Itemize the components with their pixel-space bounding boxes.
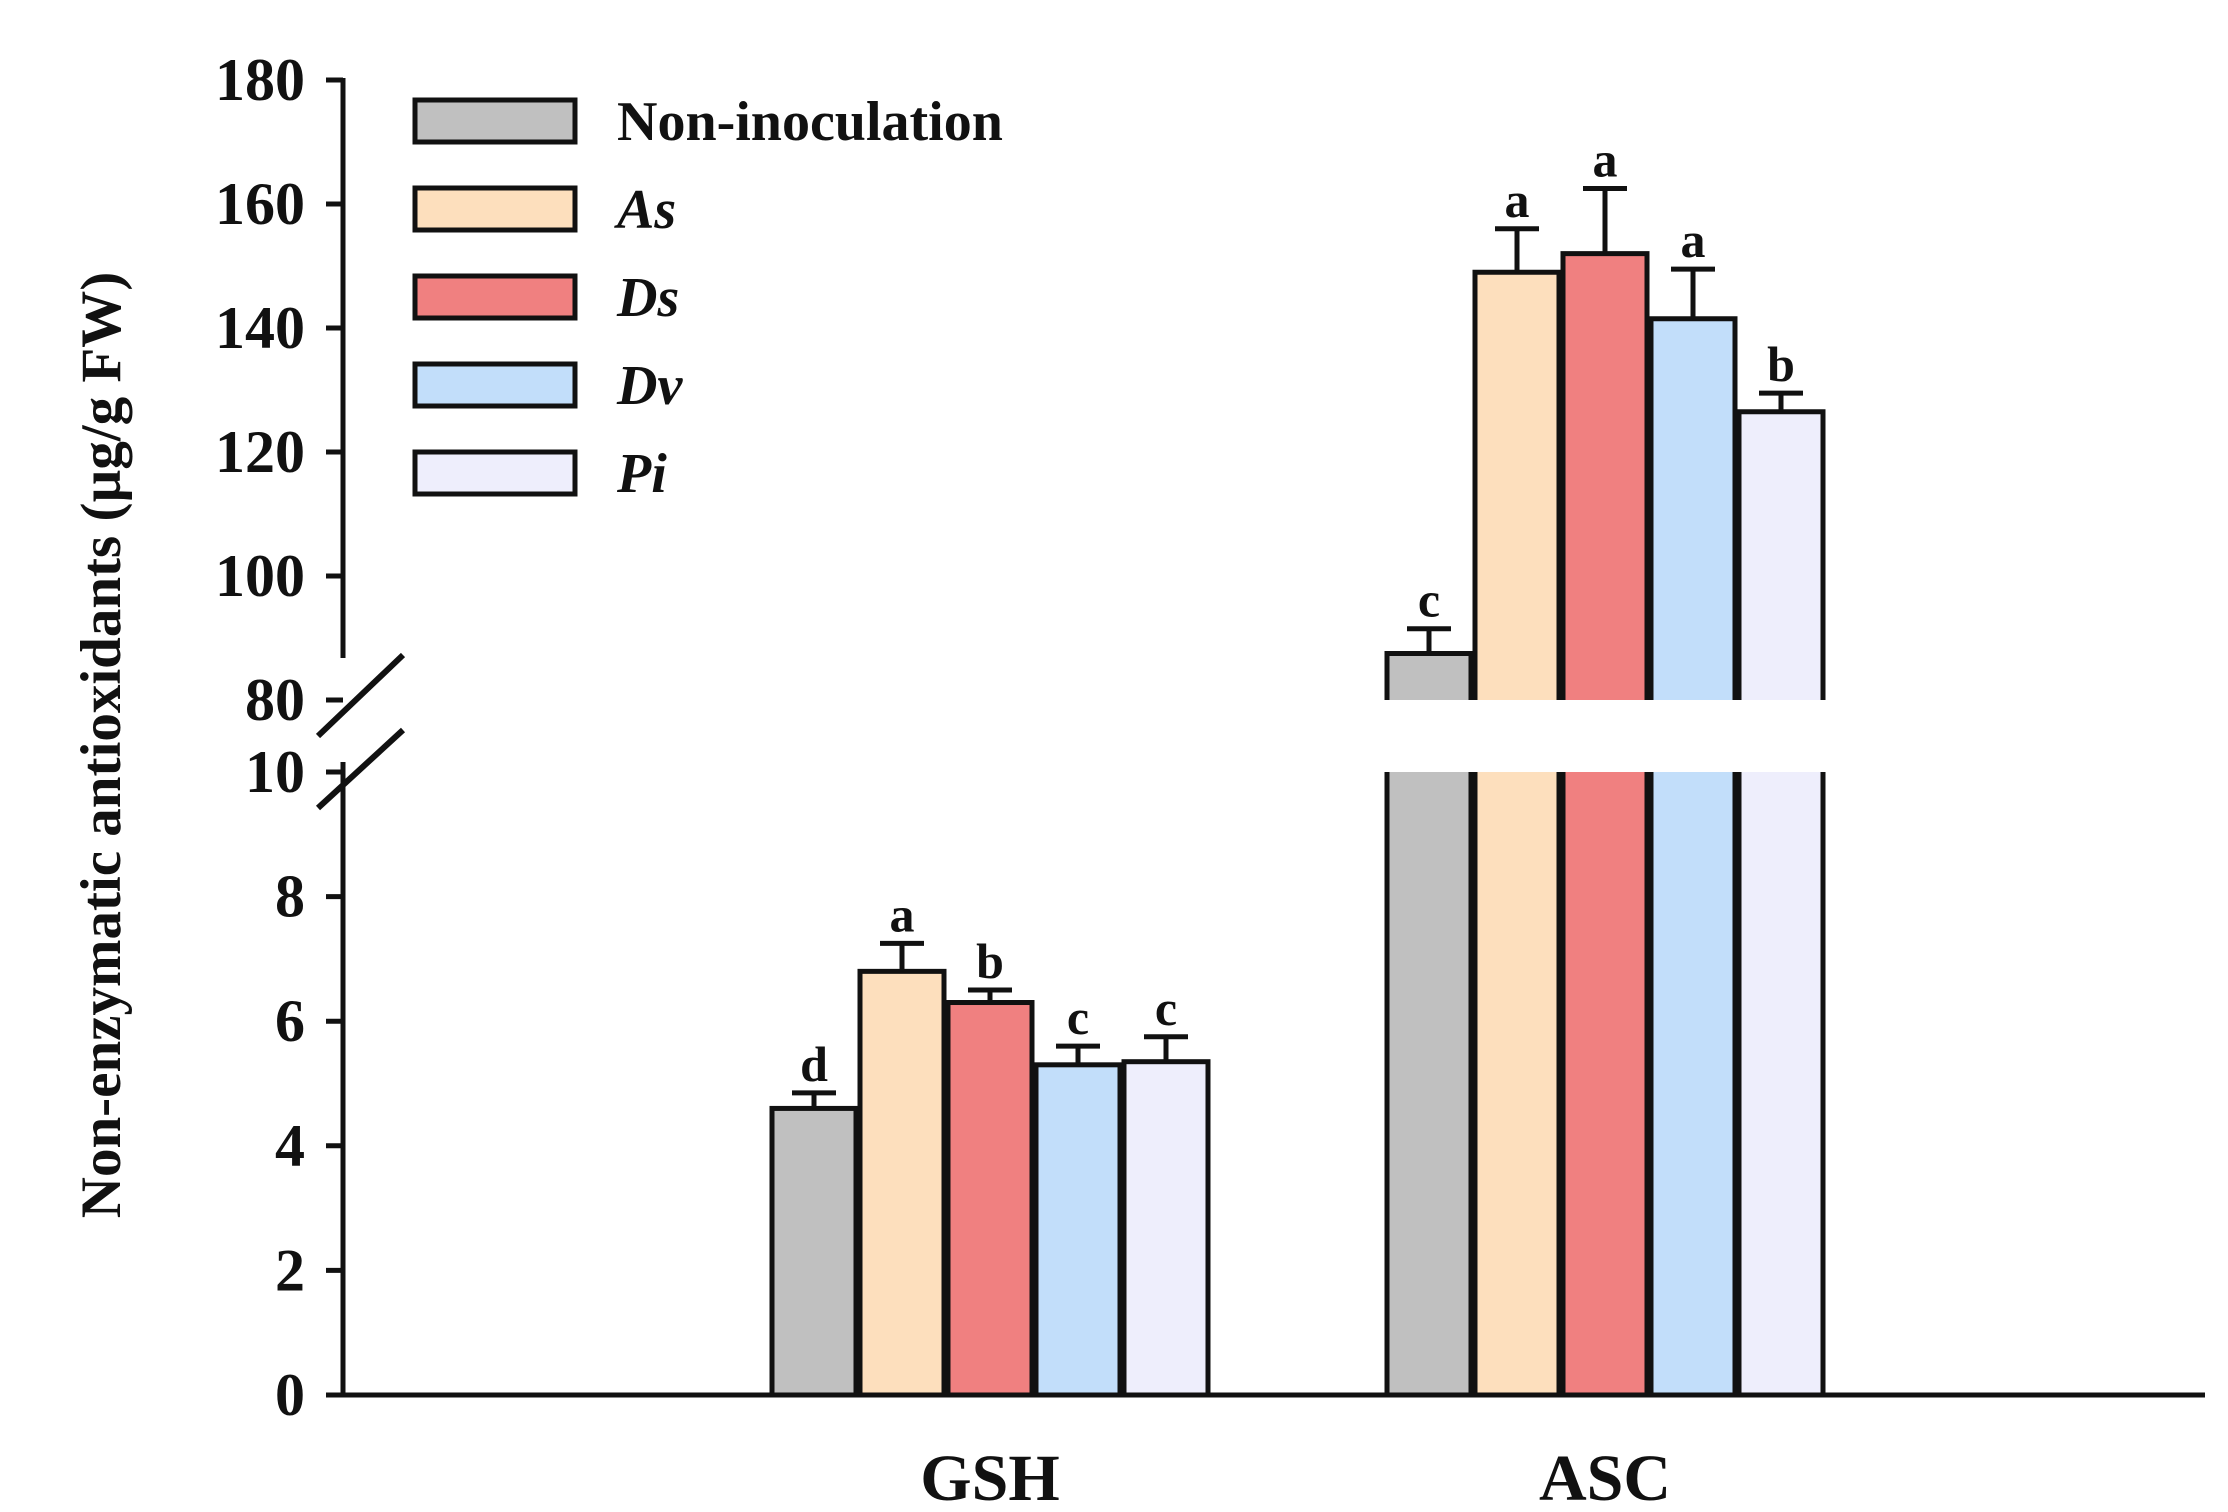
bar-upper-fill [1565, 253, 1645, 700]
legend-swatch [412, 449, 578, 497]
y-tick-label: 2 [275, 1237, 305, 1303]
y-tick-label: 140 [215, 295, 305, 361]
significance-letter: c [1067, 989, 1089, 1045]
bars: GSH d a b c c ASC c a a a b [769, 132, 1826, 1512]
y-tick-label: 80 [245, 667, 305, 733]
y-tick-label: 180 [215, 47, 305, 113]
legend-swatch [412, 185, 578, 233]
significance-letter: b [976, 933, 1004, 989]
bar-lower-fill [1741, 772, 1821, 1393]
axis-break-mark-upper [315, 652, 406, 739]
legend-label: Ds [616, 267, 679, 329]
bar-lower-fill [1477, 772, 1557, 1393]
significance-letter: a [1593, 132, 1618, 188]
bar-lower-fill [1653, 772, 1733, 1393]
bar-lower-edge [1648, 772, 1738, 1395]
y-tick-label: 160 [215, 171, 305, 237]
bar-lower-edge [1472, 772, 1562, 1395]
significance-letter: c [1155, 980, 1177, 1036]
significance-letter: c [1418, 572, 1440, 628]
legend-label: Pi [616, 443, 667, 505]
y-tick-label: 6 [275, 988, 305, 1054]
legend-label: As [614, 179, 676, 241]
bar-upper-fill [1653, 318, 1733, 700]
y-tick-label: 4 [275, 1113, 305, 1179]
axis-break-mark-lower [315, 727, 406, 811]
significance-letter: b [1767, 336, 1795, 392]
y-tick-label: 0 [275, 1362, 305, 1428]
bar-upper-fill [1389, 653, 1469, 700]
bar [1121, 1059, 1211, 1398]
legend-swatch [412, 97, 578, 145]
bar-lower-edge [1560, 772, 1650, 1395]
significance-letter: a [1505, 172, 1530, 228]
bar-upper-fill [1741, 411, 1821, 700]
significance-letter: d [800, 1036, 828, 1092]
y-axis-title: Non-enzymatic antioxidants (µg/g FW) [70, 272, 133, 1218]
y-tick-label: 120 [215, 419, 305, 485]
significance-letter: a [890, 886, 915, 942]
bar-lower-fill [1565, 772, 1645, 1393]
bar-lower-fill [1389, 772, 1469, 1393]
y-tick-label: 10 [245, 739, 305, 805]
significance-letter: a [1681, 212, 1706, 268]
bar-lower-edge [1384, 772, 1474, 1395]
bar [1033, 1062, 1123, 1398]
legend-swatch [412, 273, 578, 321]
category-label: ASC [1539, 1442, 1671, 1512]
bar [945, 1000, 1035, 1398]
bar-lower-edge [1736, 772, 1826, 1395]
legend-label: Non-inoculation [617, 91, 1003, 153]
legend: Non-inoculation As Ds Dv Pi [412, 91, 1003, 505]
bar [857, 968, 947, 1398]
category-label: GSH [920, 1442, 1059, 1512]
y-tick-label: 100 [215, 543, 305, 609]
legend-label: Dv [616, 355, 683, 417]
legend-swatch [412, 361, 578, 409]
y-tick-label: 8 [275, 864, 305, 930]
bar [769, 1105, 859, 1398]
bar-upper-fill [1477, 272, 1557, 700]
